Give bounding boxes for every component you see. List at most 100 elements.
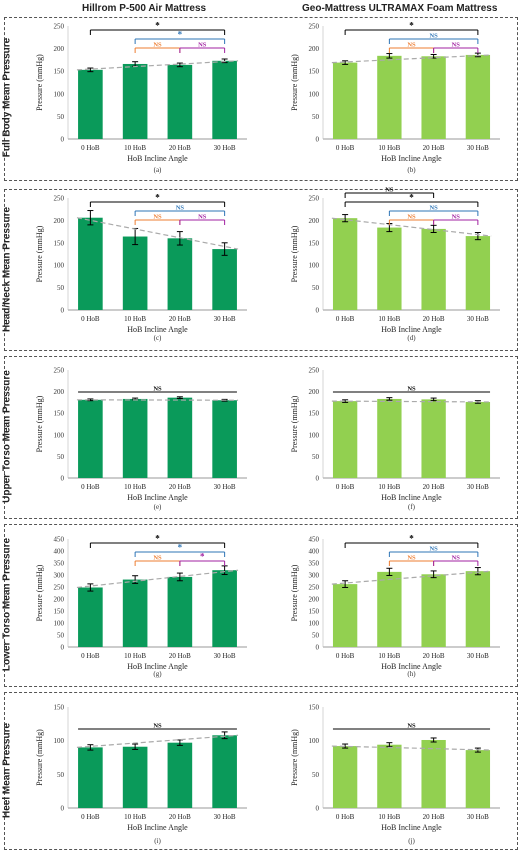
trend-line: [76, 217, 239, 250]
x-tick-label: 30 HoB: [214, 483, 236, 491]
x-tick-label: 0 HoB: [81, 144, 100, 152]
bar: [122, 579, 148, 647]
chart-panel-g: 0 50 100 150 200 250 300 350 400 450 Pressure (mmH…: [35, 534, 247, 678]
y-axis-label: Pressure (mmHg): [290, 729, 299, 786]
sig-label: NS: [198, 214, 207, 221]
sig-label: NS: [153, 386, 162, 393]
chart-panel-h: 0 50 100 150 200 250 300 350 400 450 Pressure (mmH…: [290, 534, 500, 678]
bar: [465, 236, 491, 310]
y-axis-label: Pressure (mmHg): [35, 54, 44, 111]
chart-panel-i: 0 50 100 150 Pressure (mmHg) 0 HoB 10 HoB 20 Ho…: [35, 704, 247, 845]
y-tick-label: 50: [312, 113, 320, 121]
y-tick-label: 0: [316, 307, 320, 315]
sig-label: NS: [429, 205, 438, 212]
y-tick-label: 450: [54, 536, 65, 544]
y-tick-label: 50: [312, 453, 320, 461]
sig-label: NS: [452, 214, 461, 221]
x-tick-label: 0 HoB: [336, 483, 355, 491]
trend-line: [76, 734, 239, 748]
x-tick-label: 0 HoB: [81, 813, 100, 821]
y-tick-label: 0: [61, 136, 65, 144]
trend-line: [76, 60, 239, 71]
y-tick-label: 100: [309, 262, 320, 270]
y-tick-label: 50: [57, 453, 65, 461]
chart-panel-c: 0 50 100 150 200 250 Pressure (mmHg) 0 HoB 10 Ho…: [35, 193, 247, 342]
y-tick-label: 200: [54, 596, 65, 604]
sig-label: NS: [153, 214, 162, 221]
panel-label: (d): [407, 334, 416, 342]
bar: [421, 574, 446, 647]
chart-panel-b: 0 50 100 150 200 250 Pressure (mmHg) 0 HoB 10 Ho…: [290, 21, 500, 174]
panel-label: (b): [407, 166, 416, 174]
sig-label: *: [155, 193, 160, 203]
bar: [465, 750, 491, 808]
chart-panel-f: 0 50 100 150 200 250 Pressure (mmHg) 0 HoB 10 Ho…: [290, 367, 500, 511]
x-tick-label: 30 HoB: [214, 652, 236, 660]
y-axis-label: Pressure (mmHg): [35, 564, 44, 621]
bar: [465, 54, 491, 139]
bar: [122, 236, 148, 310]
x-tick-label: 0 HoB: [336, 813, 355, 821]
y-tick-label: 200: [54, 217, 65, 225]
row-box-head-neck: [4, 189, 518, 351]
sig-label: *: [178, 543, 183, 553]
sig-label: *: [409, 534, 414, 544]
x-tick-label: 30 HoB: [467, 652, 489, 660]
sig-label: NS: [153, 555, 162, 562]
y-tick-label: 250: [54, 23, 65, 31]
x-tick-label: 10 HoB: [378, 315, 400, 323]
bar: [212, 735, 237, 808]
x-tick-label: 20 HoB: [169, 144, 191, 152]
sig-label: NS: [429, 33, 438, 40]
bar: [122, 746, 148, 808]
y-tick-label: 50: [57, 771, 65, 779]
y-tick-label: 150: [309, 239, 320, 247]
trend-line: [331, 400, 492, 403]
bar: [332, 218, 358, 310]
y-tick-label: 50: [312, 632, 320, 640]
trend-line: [331, 54, 492, 64]
y-tick-label: 50: [312, 771, 320, 779]
y-tick-label: 100: [54, 90, 65, 98]
y-tick-label: 100: [54, 620, 65, 628]
y-tick-label: 50: [57, 113, 65, 121]
right-column-title: Geo-Mattress ULTRAMAX Foam Mattress: [302, 3, 498, 14]
y-tick-label: 100: [309, 90, 320, 98]
x-tick-label: 0 HoB: [336, 144, 355, 152]
panel-label: (e): [154, 503, 162, 511]
sig-label: NS: [407, 386, 416, 393]
panel-label: (j): [408, 837, 415, 845]
x-tick-label: 20 HoB: [169, 315, 191, 323]
bar: [167, 238, 193, 310]
y-tick-label: 300: [54, 572, 65, 580]
trend-line: [331, 745, 492, 751]
x-tick-label: 30 HoB: [214, 813, 236, 821]
bar: [377, 398, 402, 478]
sig-label: NS: [176, 205, 185, 212]
sig-label: NS: [407, 42, 416, 49]
sig-label: *: [155, 21, 160, 31]
chart-panel-e: 0 50 100 150 200 250 Pressure (mmHg) 0 HoB 10 Ho…: [35, 367, 247, 511]
bar: [465, 401, 491, 478]
sig-label: NS: [407, 214, 416, 221]
row-box-upper-torso: [4, 356, 518, 519]
x-tick-label: 10 HoB: [124, 144, 146, 152]
bar: [212, 60, 237, 139]
sig-label: NS: [198, 42, 207, 49]
x-tick-label: 0 HoB: [336, 315, 355, 323]
sig-label: *: [155, 534, 160, 544]
y-axis-label: Pressure (mmHg): [35, 395, 44, 452]
x-axis-label: HoB Incline Angle: [381, 823, 442, 832]
bar: [212, 570, 237, 647]
x-tick-label: 10 HoB: [378, 652, 400, 660]
y-axis-label: Pressure (mmHg): [290, 54, 299, 111]
bar: [465, 571, 491, 647]
sig-label: NS: [153, 42, 162, 49]
panel-label: (h): [407, 670, 416, 678]
y-tick-label: 0: [61, 307, 65, 315]
x-tick-label: 10 HoB: [378, 144, 400, 152]
panel-label: (f): [408, 503, 416, 511]
bar: [377, 55, 402, 139]
x-tick-label: 30 HoB: [214, 144, 236, 152]
y-tick-label: 150: [309, 704, 320, 712]
